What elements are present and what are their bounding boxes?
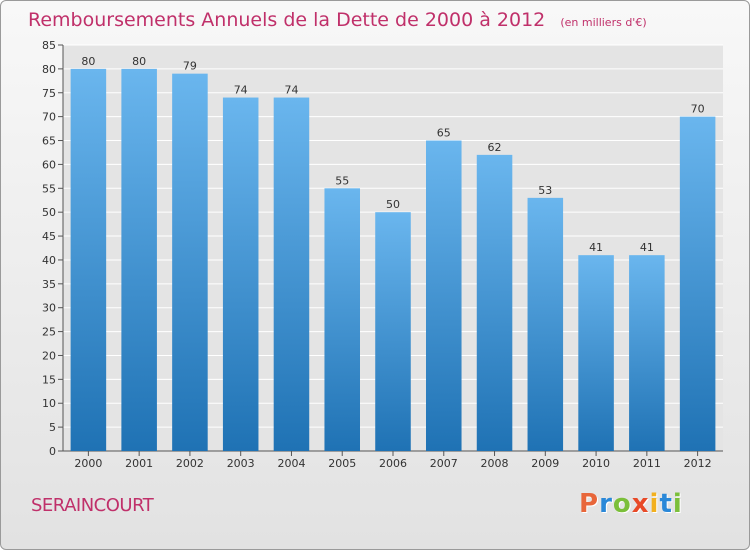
data-label: 53 xyxy=(538,184,552,197)
bar-2010 xyxy=(578,255,614,451)
x-tick-label: 2002 xyxy=(176,457,204,470)
data-label: 65 xyxy=(437,127,451,140)
y-tick-label: 60 xyxy=(42,158,56,171)
y-tick-label: 55 xyxy=(42,182,56,195)
x-tick-label: 2005 xyxy=(328,457,356,470)
bar-2002 xyxy=(172,73,208,452)
bar-2001 xyxy=(121,68,157,451)
x-tick-label: 2000 xyxy=(74,457,102,470)
bar-2000 xyxy=(70,68,107,451)
y-tick-label: 5 xyxy=(49,421,56,434)
data-label: 74 xyxy=(234,84,248,97)
commune-name: SERAINCOURT xyxy=(31,495,154,516)
data-label: 50 xyxy=(386,198,400,211)
data-label: 70 xyxy=(691,103,705,116)
data-label: 79 xyxy=(183,60,197,73)
logo-letter: i xyxy=(672,489,683,519)
chart-title-main: Remboursements Annuels de la Dette de 20… xyxy=(28,9,546,31)
logo-letter: t xyxy=(659,489,673,519)
chart-title-unit: (en milliers d'€) xyxy=(560,16,647,29)
y-tick-label: 10 xyxy=(42,397,56,410)
y-tick-label: 65 xyxy=(42,135,56,148)
data-label: 55 xyxy=(335,174,349,187)
y-tick-label: 35 xyxy=(42,278,56,291)
y-tick-label: 75 xyxy=(42,87,56,100)
x-tick-label: 2001 xyxy=(125,457,153,470)
x-tick-label: 2003 xyxy=(227,457,255,470)
bar-2004 xyxy=(273,97,310,452)
bar-2008 xyxy=(476,154,513,451)
logo-letter: r xyxy=(599,489,613,519)
proxiti-logo: Proxiti xyxy=(579,489,683,519)
y-tick-label: 85 xyxy=(42,39,56,52)
x-tick-label: 2009 xyxy=(531,457,559,470)
y-tick-label: 25 xyxy=(42,326,56,339)
logo-letter: P xyxy=(579,489,600,519)
data-label: 80 xyxy=(81,55,95,68)
y-tick-label: 70 xyxy=(42,111,56,124)
y-tick-label: 40 xyxy=(42,254,56,267)
data-label: 41 xyxy=(589,241,603,254)
x-tick-label: 2006 xyxy=(379,457,407,470)
x-tick-label: 2004 xyxy=(277,457,305,470)
logo-letter: i xyxy=(649,489,660,519)
y-tick-label: 45 xyxy=(42,230,56,243)
bar-2009 xyxy=(527,197,564,451)
bar-2012 xyxy=(679,116,716,451)
data-label: 74 xyxy=(284,84,298,97)
x-tick-label: 2012 xyxy=(684,457,712,470)
data-label: 41 xyxy=(640,241,654,254)
bar-2011 xyxy=(629,255,665,451)
y-tick-label: 0 xyxy=(49,445,56,458)
axes: 0 5 10 15 20 25 30 35 40 45 50 55 60 65 70 75 80 85 2000 20… xyxy=(42,39,723,470)
bar-2007 xyxy=(426,140,462,451)
logo-letter: o xyxy=(612,489,632,519)
bars xyxy=(70,68,716,452)
y-tick-label: 20 xyxy=(42,349,56,362)
x-tick-label: 2011 xyxy=(633,457,661,470)
bar-2005 xyxy=(324,188,360,451)
data-label: 80 xyxy=(132,55,146,68)
bar-2006 xyxy=(375,212,411,451)
chart-title: Remboursements Annuels de la Dette de 20… xyxy=(28,9,647,31)
y-tick-label: 80 xyxy=(42,63,56,76)
data-label: 62 xyxy=(488,141,502,154)
x-tick-label: 2007 xyxy=(430,457,458,470)
y-tick-label: 15 xyxy=(42,373,56,386)
x-tick-label: 2008 xyxy=(481,457,509,470)
logo-letter: x xyxy=(631,489,650,519)
y-tick-label: 50 xyxy=(42,206,56,219)
y-tick-label: 30 xyxy=(42,302,56,315)
x-tick-label: 2010 xyxy=(582,457,610,470)
data-labels: 80 80 79 74 74 55 50 65 62 53 41 41 70 xyxy=(81,55,704,254)
bar-2003 xyxy=(222,97,259,452)
